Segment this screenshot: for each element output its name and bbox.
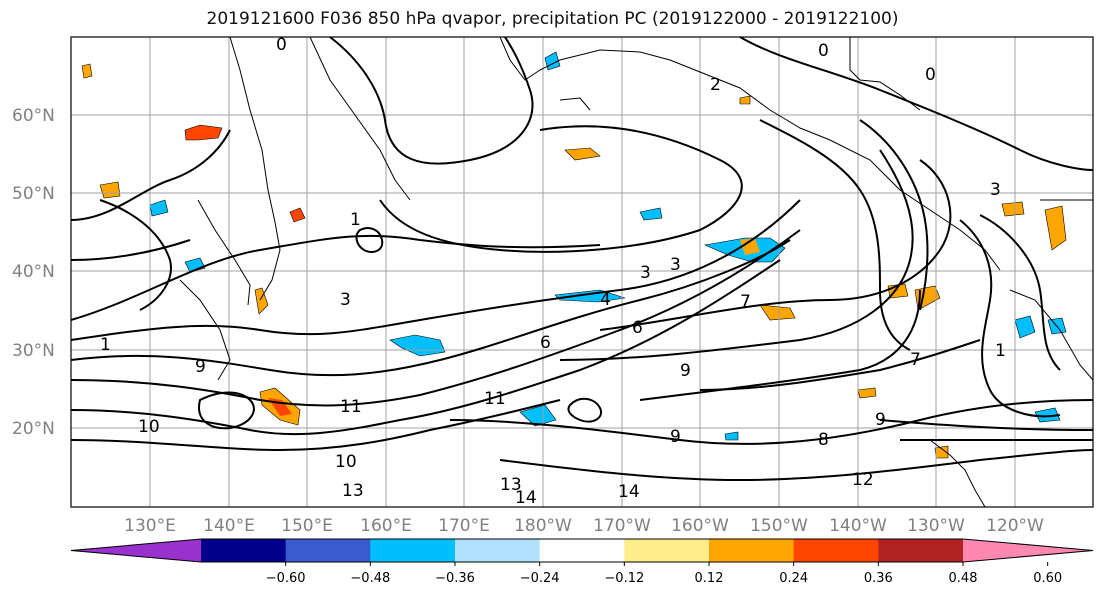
- lat-label: 50°N: [12, 184, 55, 204]
- contour-label: 3: [640, 263, 651, 283]
- contour-label: 3: [670, 255, 681, 275]
- lat-label: 20°N: [12, 419, 55, 439]
- contour-labels: 0 0 0 2 1 3 3 3 3 4 6 6 7 1 1 9 9 10 10 …: [100, 35, 1006, 508]
- contour-label: 9: [195, 357, 206, 377]
- contour-label: 1: [995, 341, 1006, 361]
- lon-label: 130°W: [907, 516, 965, 536]
- precipitation-field: [81, 51, 1067, 459]
- contour-label: 1: [100, 335, 111, 355]
- contour-label: 12: [852, 470, 874, 490]
- contour-label: 7: [740, 292, 751, 312]
- colorbar-tick-label: 0.24: [779, 571, 808, 586]
- contour-label: 0: [925, 65, 936, 85]
- contour-label: 0: [818, 41, 829, 61]
- lat-label: 60°N: [12, 106, 55, 126]
- colorbar-tick-label: −0.36: [435, 571, 475, 586]
- longitude-labels: 130°E 140°E 150°E 160°E 170°E 180°W 170°…: [124, 516, 1044, 536]
- map-area: 0 0 0 2 1 3 3 3 3 4 6 6 7 1 1 9 9 10 10 …: [70, 35, 1094, 508]
- contour-label: 0: [276, 35, 287, 55]
- contour-label: 2: [710, 75, 721, 95]
- colorbar-swatch: [624, 539, 710, 562]
- lat-label: 40°N: [12, 262, 55, 282]
- lon-label: 150°E: [281, 516, 333, 536]
- lon-label: 170°W: [593, 516, 651, 536]
- colorbar-tick-label: −0.60: [266, 571, 306, 586]
- contour-label: 11: [340, 397, 362, 417]
- contour-label: 9: [670, 427, 681, 447]
- contour-label: 10: [138, 417, 160, 437]
- contour-label: 14: [515, 488, 537, 508]
- contour-label: 6: [540, 333, 551, 353]
- lon-label: 120°W: [986, 516, 1044, 536]
- contour-label: 3: [990, 180, 1001, 200]
- colorbar-tick-label: −0.12: [604, 571, 644, 586]
- lon-label: 170°E: [438, 516, 490, 536]
- contour-label: 3: [340, 290, 351, 310]
- contour-label: 11: [484, 389, 506, 409]
- colorbar-swatch: [201, 539, 287, 562]
- contour-label: 6: [632, 318, 643, 338]
- lon-label: 140°W: [829, 516, 887, 536]
- lon-label: 180°W: [514, 516, 572, 536]
- lon-label: 160°E: [360, 516, 412, 536]
- lat-label: 30°N: [12, 341, 55, 361]
- contour-label: 1: [350, 210, 361, 230]
- latitude-labels: 60°N 50°N 40°N 30°N 20°N: [12, 106, 55, 439]
- lon-label: 130°E: [124, 516, 176, 536]
- colorbar-right-extend: [963, 539, 1093, 562]
- colorbar-outline: [70, 538, 1094, 563]
- colorbar-left-extend: [71, 539, 201, 562]
- contour-label: 7: [910, 350, 921, 370]
- colorbar-tick-label: 0.36: [864, 571, 893, 586]
- contour-label: 14: [618, 482, 640, 502]
- lon-label: 140°E: [203, 516, 255, 536]
- colorbar: −0.60 −0.48 −0.36 −0.24 −0.12 0.12 0.24 0.36 0.4…: [70, 538, 1094, 586]
- lon-label: 150°W: [750, 516, 808, 536]
- colorbar-swatch: [370, 539, 456, 562]
- colorbar-swatch: [285, 539, 371, 562]
- colorbar-tick-label: −0.48: [350, 571, 390, 586]
- contour-label: 13: [500, 475, 522, 495]
- contour-label: 4: [600, 290, 611, 310]
- colorbar-swatch: [455, 539, 541, 562]
- colorbar-swatch: [878, 539, 964, 562]
- contour-label: 9: [875, 410, 886, 430]
- colorbar-swatch: [539, 539, 625, 562]
- qvapor-contours: [70, 36, 1094, 482]
- contour-label: 10: [335, 452, 357, 472]
- contour-label: 9: [680, 361, 691, 381]
- contour-label: 13: [342, 481, 364, 501]
- colorbar-tick-label: 0.60: [1033, 571, 1062, 586]
- colorbar-tick-label: −0.24: [520, 571, 560, 586]
- map-title: 2019121600 F036 850 hPa qvapor, precipit…: [206, 9, 899, 29]
- coastlines: [179, 36, 1094, 508]
- contour-label: 8: [818, 430, 829, 450]
- colorbar-tick-label: 0.48: [949, 571, 978, 586]
- map-frame: [70, 36, 1094, 508]
- lon-label: 160°W: [671, 516, 729, 536]
- colorbar-tick-label: 0.12: [695, 571, 724, 586]
- colorbar-swatch: [709, 539, 795, 562]
- colorbar-swatch: [793, 539, 879, 562]
